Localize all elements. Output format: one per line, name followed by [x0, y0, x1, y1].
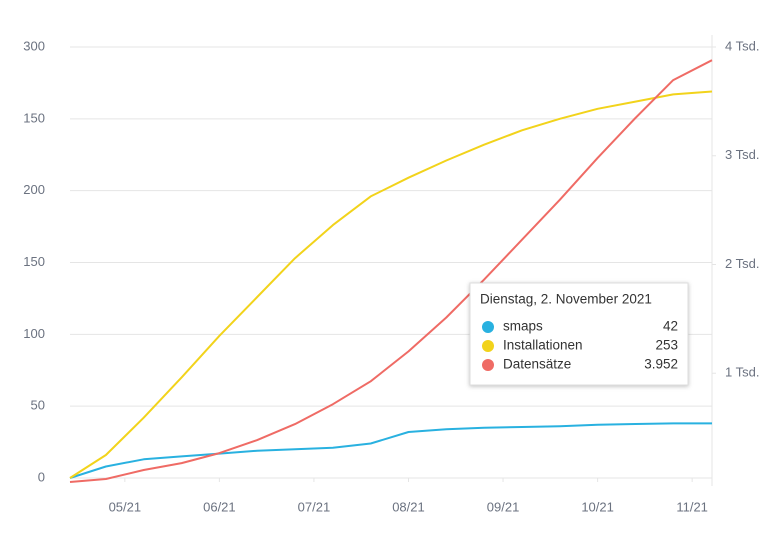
x-tick-label: 10/21: [581, 499, 614, 514]
tooltip-dot: [482, 340, 494, 352]
tooltip-name: smaps: [503, 319, 543, 334]
y2-tick-label: 1 Tsd.: [725, 365, 759, 380]
y-tick-label: 50: [31, 398, 45, 413]
y-tick-label: 100: [23, 326, 45, 341]
tooltip-name: Installationen: [503, 338, 583, 353]
tooltip-dot: [482, 321, 494, 333]
x-tick-label: 06/21: [203, 499, 236, 514]
x-tick-label: 05/21: [109, 499, 142, 514]
tooltip-value: 42: [663, 319, 678, 334]
series-line: [69, 422, 712, 479]
y-tick-label: 300: [23, 38, 45, 53]
y-tick-label: 150: [23, 254, 45, 269]
x-tick-label: 07/21: [298, 499, 331, 514]
series-line: [69, 90, 713, 479]
y-tick-label: 200: [23, 182, 45, 197]
tooltip-title: Dienstag, 2. November 2021: [480, 292, 652, 307]
y-tick-label: 0: [38, 469, 45, 484]
tooltip-value: 3.952: [644, 357, 678, 372]
tooltip-dot: [482, 359, 494, 371]
x-tick-label: 11/21: [676, 499, 708, 514]
y2-tick-label: 4 Tsd.: [725, 38, 759, 53]
x-tick-label: 09/21: [487, 499, 520, 514]
y2-tick-label: 2 Tsd.: [725, 256, 759, 271]
tooltip-box: [469, 282, 689, 386]
series-line: [69, 59, 713, 483]
tooltip: Dienstag, 2. November 2021 smaps 42 Install…: [469, 282, 689, 386]
y-tick-label: 150: [23, 110, 45, 125]
tooltip-value: 253: [655, 338, 678, 353]
tooltip-name: Datensätze: [503, 357, 571, 372]
x-tick-label: 08/21: [392, 499, 425, 514]
y2-tick-label: 3 Tsd.: [725, 147, 759, 162]
